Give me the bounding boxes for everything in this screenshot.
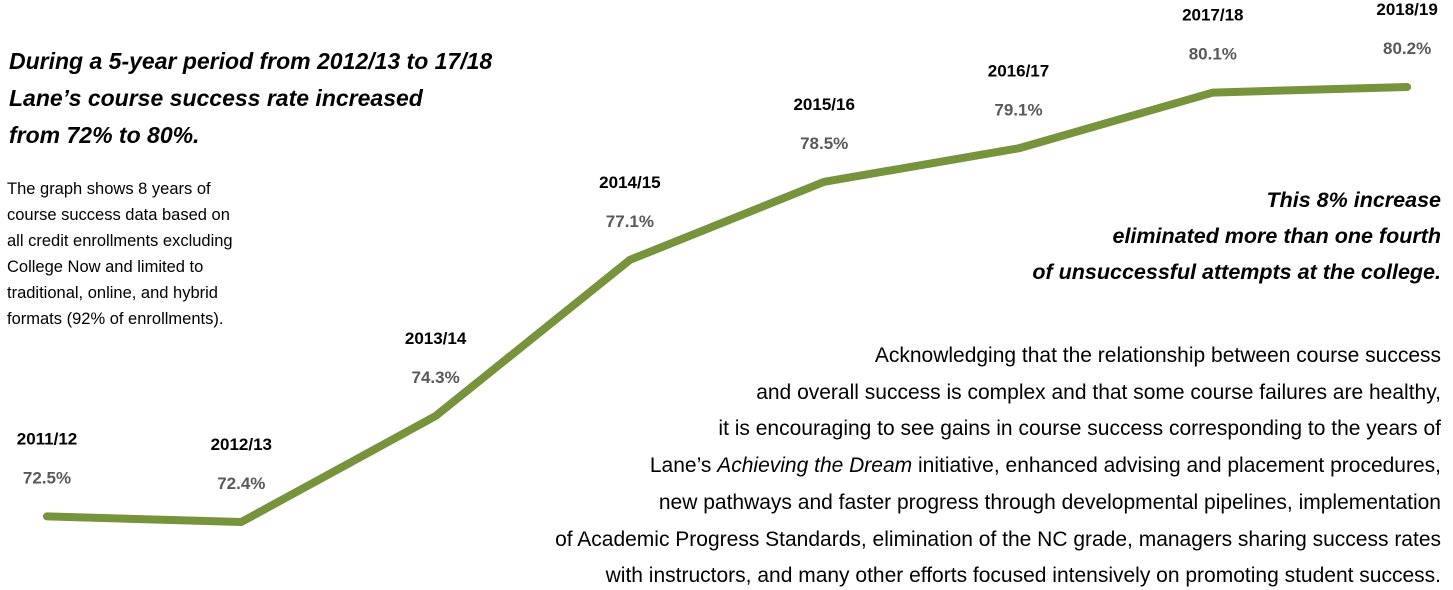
year-label: 2012/13 [211, 435, 272, 454]
note-line: all credit enrollments excluding [7, 232, 233, 250]
commentary-line: of Academic Progress Standards, eliminat… [555, 527, 1441, 551]
note-line: formats (92% of enrollments). [7, 310, 224, 328]
year-label: 2016/17 [988, 61, 1049, 80]
callout-line: eliminated more than one fourth [1112, 224, 1442, 248]
year-label: 2018/19 [1376, 0, 1437, 19]
line [43, 83, 1412, 526]
commentary: Acknowledging that the relationship betw… [555, 338, 1441, 590]
note-line: College Now and limited to [7, 258, 204, 276]
commentary-line: and overall success is complex and that … [756, 380, 1441, 404]
callout-line: of unsuccessful attempts at the college. [1032, 260, 1441, 284]
year-label: 2017/18 [1182, 6, 1243, 25]
headline-line: from 72% to 80%. [9, 122, 200, 148]
headline: During a 5-year period from 2012/13 to 1… [9, 43, 492, 154]
note: The graph shows 8 years of course succes… [7, 176, 233, 332]
commentary-text: initiative, enhanced advising and placem… [912, 454, 1441, 478]
commentary-line: it is encouraging to see gains in course… [718, 417, 1441, 441]
value-label: 80.1% [1189, 45, 1237, 64]
value-label: 78.5% [800, 134, 848, 153]
value-label: 77.1% [606, 212, 654, 231]
value-label: 79.1% [994, 100, 1042, 119]
commentary-italic: Achieving the Dream [717, 454, 913, 478]
headline-line: During a 5-year period from 2012/13 to 1… [9, 48, 493, 74]
callout-line: This 8% increase [1266, 188, 1441, 212]
commentary-line: new pathways and faster progress through… [658, 490, 1441, 514]
commentary-text: Lane’s [649, 454, 718, 478]
headline-line: Lane’s course success rate increased [9, 85, 423, 111]
value-label: 80.2% [1383, 39, 1431, 58]
note-line: course success data based on [7, 206, 230, 224]
year-label: 2015/16 [793, 95, 854, 114]
commentary-line: Acknowledging that the relationship betw… [874, 344, 1441, 367]
year-label: 2013/14 [405, 329, 467, 348]
note-line: The graph shows 8 years of [7, 180, 211, 198]
commentary-line: Lane’s Achieving the Dream initiative, e… [555, 448, 1441, 485]
value-label: 72.4% [217, 474, 265, 493]
value-label: 72.5% [23, 468, 71, 487]
commentary-line: with instructors, and many other efforts… [605, 564, 1441, 588]
note-line: traditional, online, and hybrid [7, 284, 218, 302]
callout: This 8% increase eliminated more than on… [1032, 182, 1441, 290]
year-label: 2014/15 [599, 173, 660, 192]
year-label: 2011/12 [17, 429, 78, 448]
value-label: 74.3% [411, 368, 459, 387]
